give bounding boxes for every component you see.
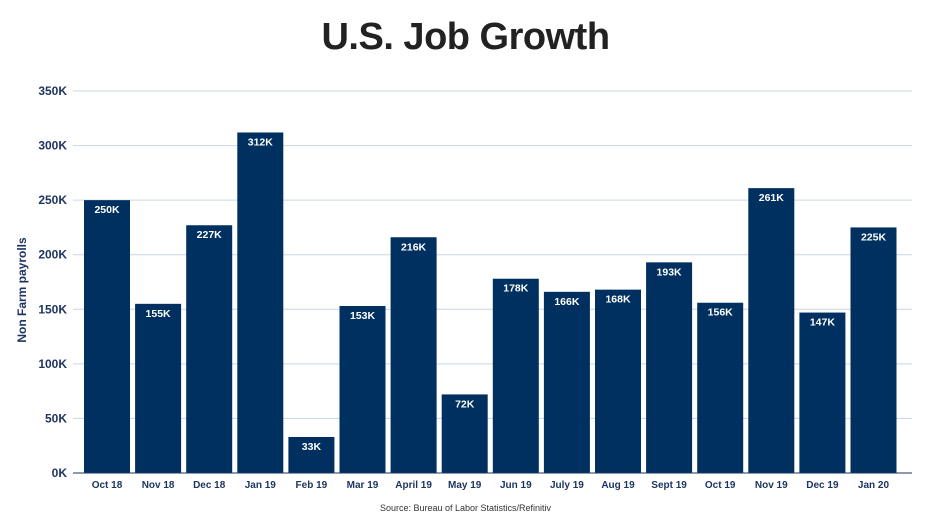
bar-data-label: 261K xyxy=(759,192,785,204)
bar xyxy=(84,200,130,473)
bar xyxy=(441,394,488,473)
x-tick-label: Mar 19 xyxy=(347,480,379,491)
bar-data-label: 227K xyxy=(197,229,223,241)
y-tick-label: 350K xyxy=(38,84,67,98)
bar xyxy=(492,278,539,473)
bar-data-label: 72K xyxy=(455,398,475,410)
bar-data-label: 250K xyxy=(94,204,120,216)
y-tick-label: 250K xyxy=(38,193,67,207)
chart-title: U.S. Job Growth xyxy=(321,16,610,58)
bar xyxy=(390,237,437,473)
y-tick-label: 100K xyxy=(38,357,67,371)
x-tick-label: Nov 18 xyxy=(142,480,175,491)
bar xyxy=(135,303,182,473)
bar-data-labels: 250K 155K 227K 312K 33K 153K 216K 72K 178K 166K 16… xyxy=(94,136,886,453)
x-tick-label: Aug 19 xyxy=(601,480,635,491)
bar-data-label: 216K xyxy=(401,241,427,253)
bar-data-label: 193K xyxy=(657,266,683,278)
x-tick-label: Jan 19 xyxy=(245,480,277,491)
bar-data-label: 33K xyxy=(302,441,322,453)
bar-data-label: 147K xyxy=(810,317,836,329)
x-tick-label: Nov 19 xyxy=(755,480,788,491)
x-tick-label: Dec 19 xyxy=(806,480,839,491)
x-tick-label: Feb 19 xyxy=(296,480,328,491)
bar xyxy=(543,291,590,473)
bar-data-label: 153K xyxy=(350,310,376,322)
x-tick-label: April 19 xyxy=(395,480,432,491)
y-axis-label: Non Farm payrolls xyxy=(15,237,29,343)
bar-data-label: 168K xyxy=(605,294,631,306)
bar xyxy=(288,436,335,473)
x-tick-label: Oct 19 xyxy=(705,480,736,491)
bar-data-label: 156K xyxy=(708,307,734,319)
x-tick-label: Sept 19 xyxy=(651,480,687,491)
bar-data-label: 225K xyxy=(861,231,887,243)
x-axis-ticks: Oct 18 Nov 18 Dec 18 Jan 19 Feb 19 Mar 19 Apri… xyxy=(92,480,890,491)
y-tick-label: 150K xyxy=(38,302,67,316)
y-tick-label: 50K xyxy=(45,411,67,425)
x-tick-label: Dec 18 xyxy=(193,480,226,491)
x-tick-label: Jun 19 xyxy=(500,480,532,491)
source-note: Source: Bureau of Labor Statistics/Refin… xyxy=(379,503,552,513)
y-tick-label: 200K xyxy=(38,248,67,262)
x-tick-label: July 19 xyxy=(550,480,584,491)
bar-data-label: 178K xyxy=(503,283,529,295)
bar-data-label: 312K xyxy=(248,136,274,148)
bar xyxy=(339,306,386,473)
bar-data-label: 166K xyxy=(554,296,580,308)
y-axis-ticks: 0K 50K 100K 150K 200K 250K 300K 350K xyxy=(38,84,67,480)
bar xyxy=(697,302,744,473)
y-tick-label: 0K xyxy=(52,466,68,480)
bar xyxy=(850,227,897,473)
x-tick-label: Jan 20 xyxy=(858,480,890,491)
x-tick-label: Oct 18 xyxy=(92,480,123,491)
bar xyxy=(799,312,846,473)
bars xyxy=(84,132,897,473)
y-tick-label: 300K xyxy=(38,139,67,153)
bar xyxy=(237,132,284,473)
bar xyxy=(748,188,795,473)
bar xyxy=(595,289,641,473)
bar xyxy=(186,225,233,473)
bar xyxy=(646,262,693,473)
x-tick-label: May 19 xyxy=(448,480,482,491)
bar-data-label: 155K xyxy=(146,308,172,320)
